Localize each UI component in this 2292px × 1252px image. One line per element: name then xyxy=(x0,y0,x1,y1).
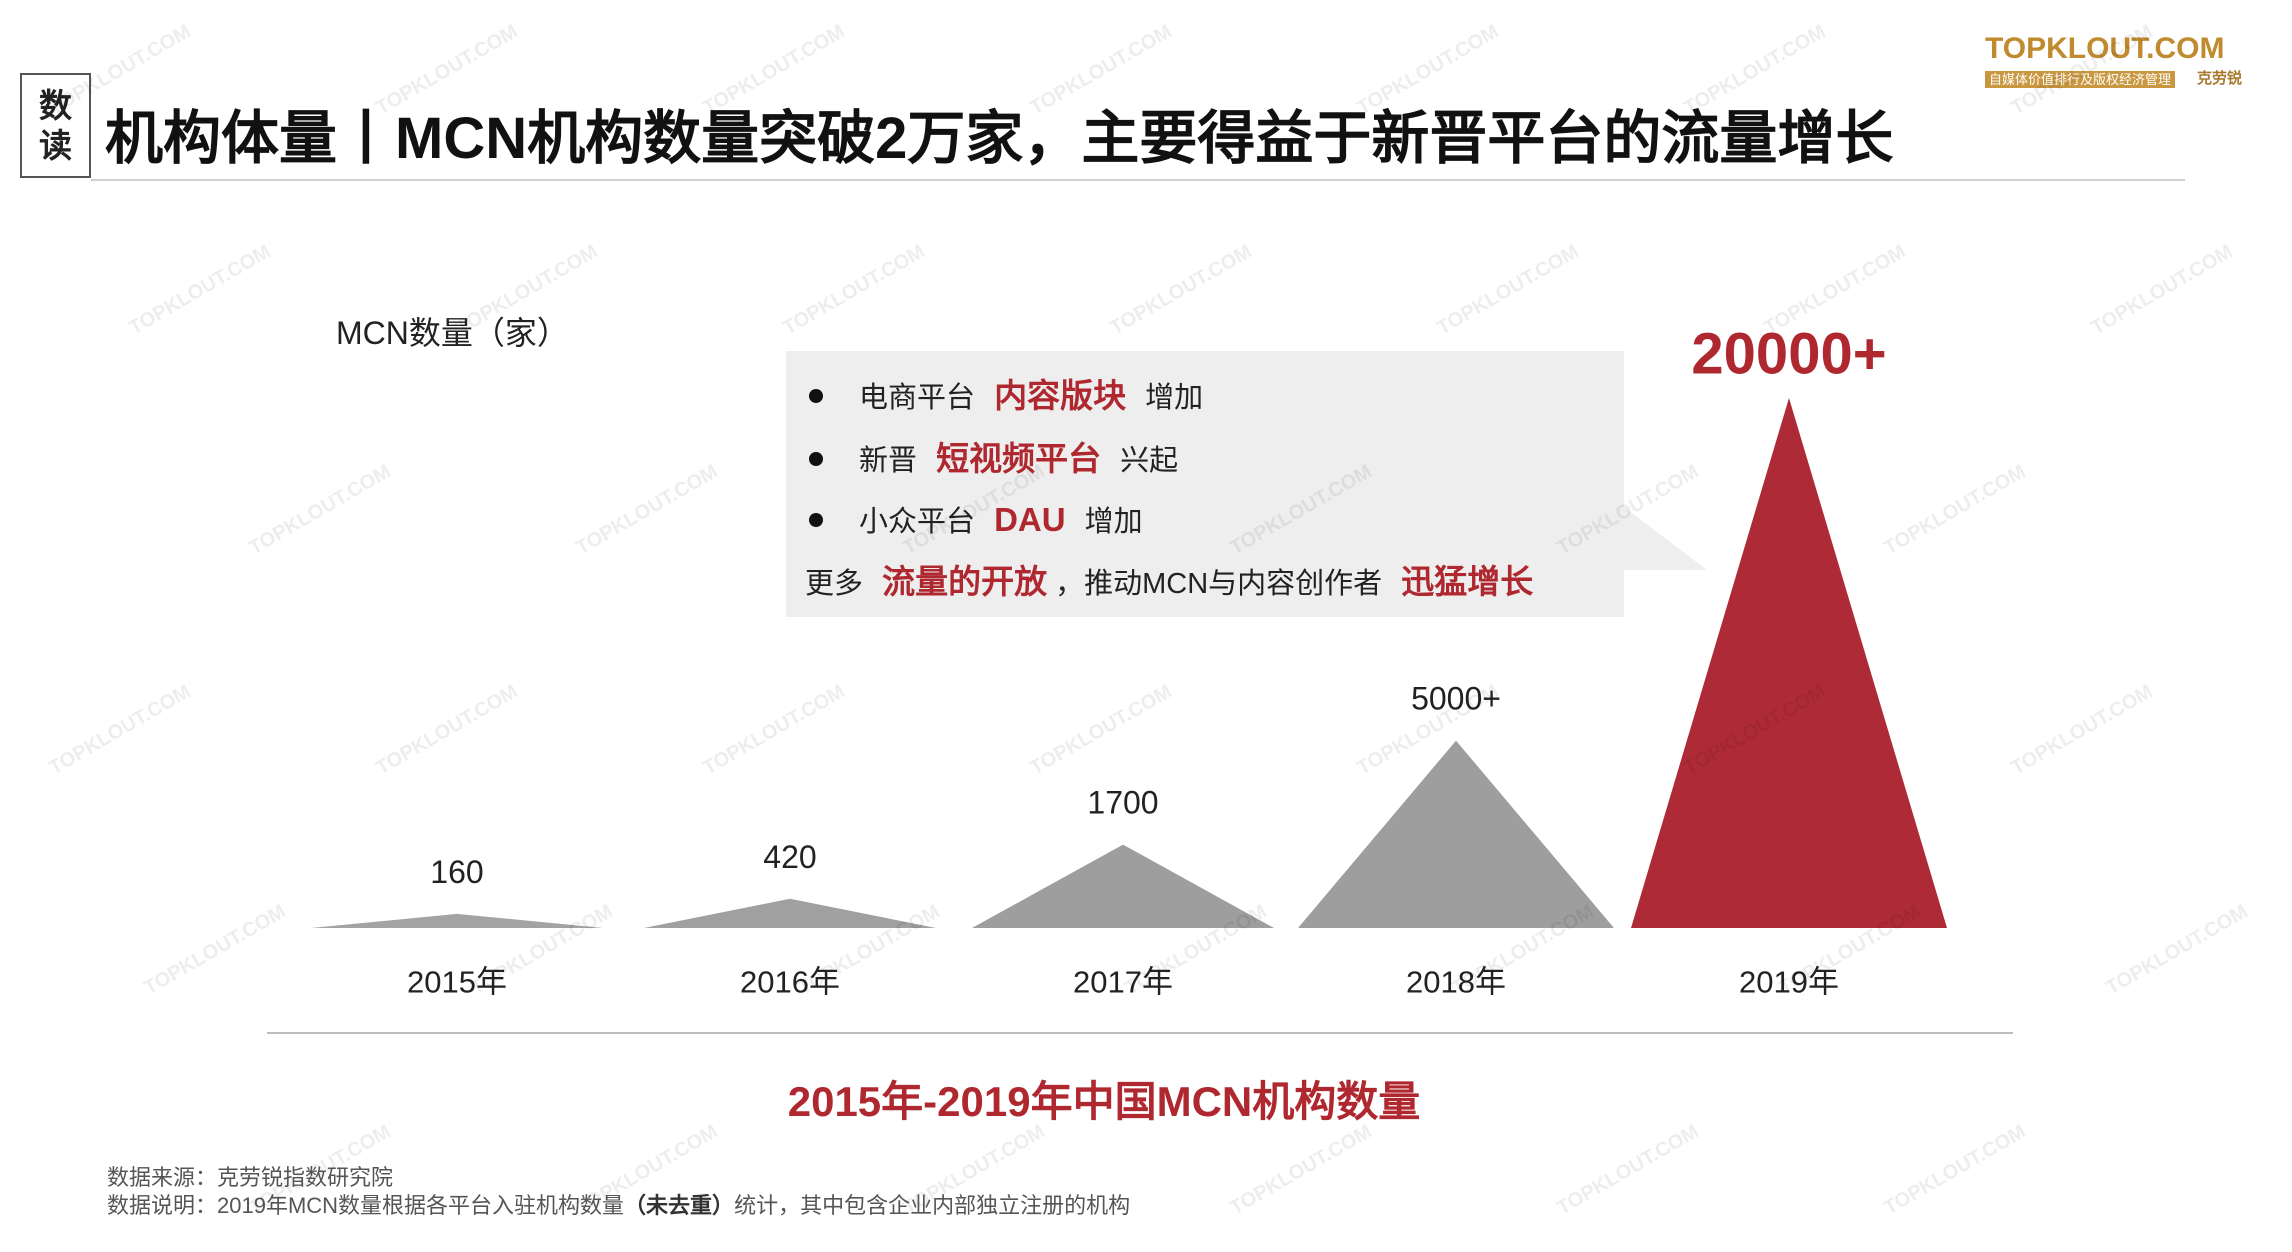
callout-box: 电商平台 内容版块 增加 新晋 短视频平台 兴起 小众平台 DAU 增加 更多 … xyxy=(786,351,1624,617)
callout-highlight: 迅猛增长 xyxy=(1401,563,1534,600)
chart-bar-2017 xyxy=(972,844,1274,928)
chart-bar-2019 xyxy=(1631,398,1947,928)
data-note-text: 数据说明：2019年MCN数量根据各平台入驻机构数量 xyxy=(107,1193,625,1218)
callout-line-2: 新晋 短视频平台 兴起 xyxy=(809,439,1179,479)
x-tick-label-2018: 2018年 xyxy=(1406,965,1506,1000)
callout-text: 更多 xyxy=(805,568,864,600)
bullet-icon xyxy=(809,389,823,403)
brand-logo: TOPKLOUT.COM xyxy=(1985,32,2225,65)
value-label-2016: 420 xyxy=(763,839,816,875)
callout-highlight: 内容版块 xyxy=(994,377,1127,414)
value-label-2019: 20000+ xyxy=(1691,322,1886,387)
callout-highlight: 流量的开放 xyxy=(882,563,1048,600)
badge-char-top: 数 xyxy=(39,86,72,124)
chart-title: 2015年-2019年中国MCN机构数量 xyxy=(787,1078,1421,1125)
value-label-2018: 5000+ xyxy=(1411,681,1501,717)
y-axis-label: MCN数量（家） xyxy=(336,315,569,351)
callout-text: ，推动MCN与内容创作者 xyxy=(1055,568,1383,600)
data-source: 数据来源：克劳锐指数研究院 xyxy=(107,1165,394,1190)
callout-text: 新晋 xyxy=(859,445,918,477)
callout-highlight: 短视频平台 xyxy=(936,440,1102,477)
callout-text: 电商平台 xyxy=(859,382,976,414)
x-tick-label-2017: 2017年 xyxy=(1073,965,1173,1000)
x-axis-line xyxy=(267,1032,2013,1034)
chart-bar-2016 xyxy=(644,898,936,928)
callout-line-3: 小众平台 DAU 增加 xyxy=(809,500,1143,540)
value-label-2015: 160 xyxy=(430,854,483,890)
bullet-icon xyxy=(809,513,823,527)
bullet-icon xyxy=(809,452,823,466)
data-note-text: 统计，其中包含企业内部独立注册的机构 xyxy=(734,1193,1131,1218)
brand-name: 克劳锐 xyxy=(2197,70,2243,87)
x-tick-label-2016: 2016年 xyxy=(740,965,840,1000)
callout-line-1: 电商平台 内容版块 增加 xyxy=(809,376,1204,416)
callout-highlight: DAU xyxy=(994,501,1066,538)
chart-bar-2018 xyxy=(1298,740,1614,928)
x-tick-label-2015: 2015年 xyxy=(407,965,507,1000)
title-underline xyxy=(91,179,2185,181)
callout-summary: 更多 流量的开放 ，推动MCN与内容创作者 迅猛增长 xyxy=(805,562,1533,602)
callout-text: 增加 xyxy=(1084,506,1143,538)
x-tick-label-2019: 2019年 xyxy=(1739,965,1839,1000)
data-note: 数据说明：2019年MCN数量根据各平台入驻机构数量（未去重）统计，其中包含企业… xyxy=(107,1192,1130,1220)
page-title: 机构体量丨MCN机构数量突破2万家，主要得益于新晋平台的流量增长 xyxy=(105,106,1894,171)
callout-text: 增加 xyxy=(1145,382,1204,414)
callout-text: 小众平台 xyxy=(859,506,976,538)
callout-pointer xyxy=(1620,504,1707,570)
chart-bar-2015 xyxy=(311,913,603,928)
callout-text: 兴起 xyxy=(1120,445,1179,477)
value-label-2017: 1700 xyxy=(1087,785,1158,821)
brand-tagline: 自媒体价值排行及版权经济管理 xyxy=(1985,71,2176,88)
badge-char-bottom: 读 xyxy=(39,126,72,164)
callout-pointer-shape xyxy=(1620,504,1707,570)
section-badge: 数 读 xyxy=(20,73,91,178)
data-note-bold: （未去重） xyxy=(624,1193,735,1218)
